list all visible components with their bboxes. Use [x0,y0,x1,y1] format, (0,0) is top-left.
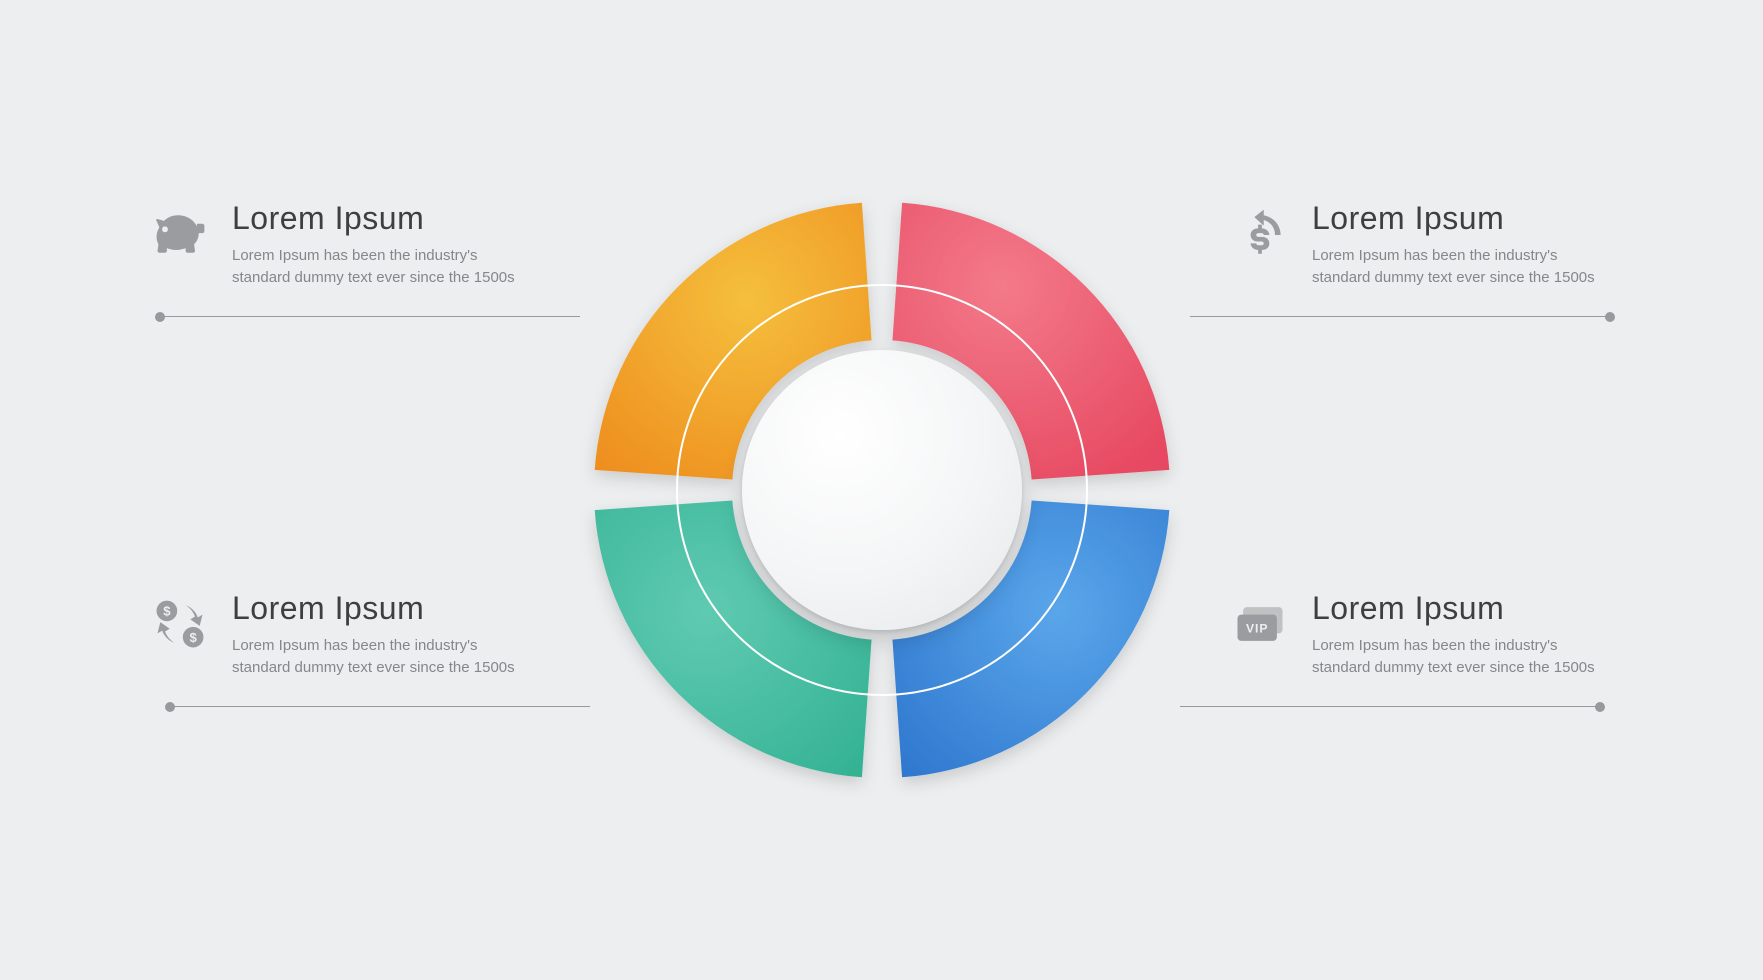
leader-line [170,706,590,707]
callout-desc: Lorem Ipsum has been the industry's stan… [232,245,522,289]
callout-bottom-right: VIP Lorem Ipsum Lorem Ipsum has been the… [1230,590,1650,679]
center-disc [742,350,1022,630]
callout-top-left: Lorem Ipsum Lorem Ipsum has been the ind… [150,200,570,289]
dollar-cycle-icon [1230,204,1290,264]
callout-title: Lorem Ipsum [232,590,522,627]
callout-title: Lorem Ipsum [1312,590,1602,627]
infographic-stage: Lorem Ipsum Lorem Ipsum has been the ind… [0,0,1763,980]
leader-line [160,316,580,317]
callout-desc: Lorem Ipsum has been the industry's stan… [1312,245,1602,289]
callout-desc: Lorem Ipsum has been the industry's stan… [232,635,522,679]
exchange-icon: $ $ [150,594,210,654]
svg-text:$: $ [163,604,171,619]
vip-card-icon: VIP [1230,594,1290,654]
callout-top-right: Lorem Ipsum Lorem Ipsum has been the ind… [1230,200,1650,289]
callout-desc: Lorem Ipsum has been the industry's stan… [1312,635,1602,679]
svg-text:VIP: VIP [1246,621,1268,635]
callout-title: Lorem Ipsum [1312,200,1602,237]
svg-text:$: $ [189,630,197,645]
callout-bottom-left: $ $ Lorem Ipsum Lorem Ipsum has been the… [150,590,570,679]
leader-line [1190,316,1610,317]
leader-line [1180,706,1600,707]
callout-title: Lorem Ipsum [232,200,522,237]
piggy-bank-icon [150,204,210,264]
